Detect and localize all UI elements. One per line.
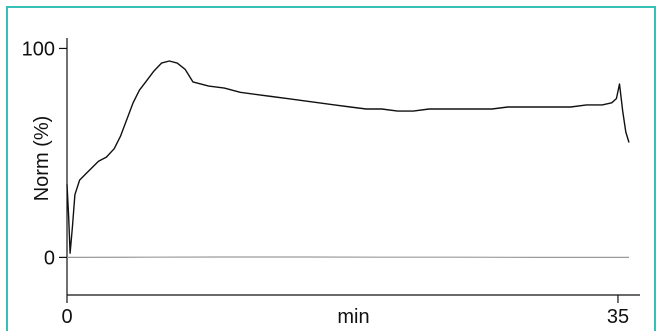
y-axis-label: Norm (%) bbox=[31, 116, 53, 202]
series-line-signal bbox=[66, 60, 630, 254]
y-tick-label: 100 bbox=[22, 38, 55, 60]
x-axis-label: min bbox=[337, 306, 369, 328]
chart-frame bbox=[6, 6, 656, 331]
labels-layer: 0 100 0 35 min Norm (%) bbox=[22, 38, 629, 328]
series-layer bbox=[66, 60, 630, 258]
x-tick-label: 35 bbox=[607, 306, 629, 328]
x-tick-label: 0 bbox=[61, 306, 72, 328]
y-tick-label: 0 bbox=[44, 247, 55, 269]
axes-layer bbox=[59, 38, 640, 303]
